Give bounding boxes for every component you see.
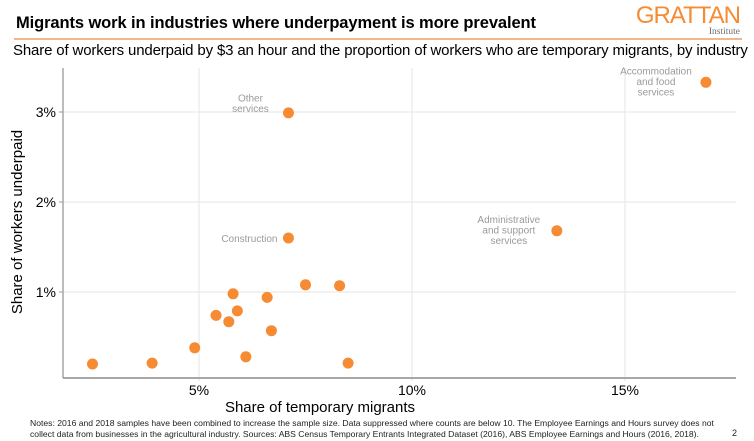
axes: [59, 68, 736, 379]
point-label: Administrative and support services: [477, 215, 540, 247]
data-point: [261, 291, 273, 303]
point-label-line: services: [490, 236, 527, 247]
data-point: [87, 358, 98, 370]
data-point: [282, 232, 294, 244]
logo-wordmark: GRATTAN: [635, 2, 741, 29]
data-point: [189, 342, 201, 354]
gridlines: [63, 68, 736, 381]
point-label-line: and support: [482, 225, 535, 236]
data-point: [265, 325, 277, 337]
point-label: Other services: [232, 93, 269, 115]
x-tick-label: 10%: [398, 382, 426, 398]
data-point: [223, 316, 235, 328]
data-point: [227, 288, 239, 300]
chart-subtitle: Share of workers underpaid by $3 an hour…: [13, 42, 748, 59]
tick-labels: 5% 10% 15% 1% 2% 3%: [36, 104, 639, 398]
data-point: [231, 305, 243, 317]
title-divider: [14, 38, 742, 40]
y-axis-label: Share of workers underpaid: [9, 130, 26, 314]
point-label-line: services: [638, 87, 675, 98]
data-point: [146, 357, 158, 369]
grattan-logo: GRATTAN Institute: [635, 2, 741, 38]
point-label: Construction: [221, 234, 277, 245]
point-label-line: Accommodation: [620, 66, 692, 77]
data-point: [210, 309, 222, 321]
logo-subtext: Institute: [708, 27, 740, 37]
point-label-line: Other: [238, 93, 264, 104]
data-point: [700, 76, 712, 88]
point-label-line: Administrative: [477, 215, 540, 226]
data-point: [551, 225, 563, 237]
point-label-line: services: [232, 104, 269, 115]
data-point: [240, 351, 252, 363]
footnote: Notes: 2016 and 2018 samples have been c…: [30, 418, 714, 439]
chart-title: Migrants work in industries where underp…: [16, 14, 536, 32]
data-point: [300, 279, 311, 291]
y-tick-label: 2%: [36, 194, 56, 210]
page-number: 2: [732, 428, 738, 438]
data-points: [87, 76, 712, 370]
data-point: [282, 107, 294, 119]
data-point: [342, 357, 354, 369]
y-tick-label: 1%: [36, 284, 56, 300]
data-point: [334, 280, 346, 292]
x-axis-label: Share of temporary migrants: [225, 399, 415, 416]
point-label-line: Construction: [221, 234, 277, 245]
x-tick-label: 15%: [611, 382, 639, 398]
point-label-line: and food: [636, 77, 675, 88]
point-label: Accommodation and food services: [620, 66, 692, 98]
x-tick-label: 5%: [189, 382, 209, 398]
y-tick-label: 3%: [36, 104, 56, 120]
